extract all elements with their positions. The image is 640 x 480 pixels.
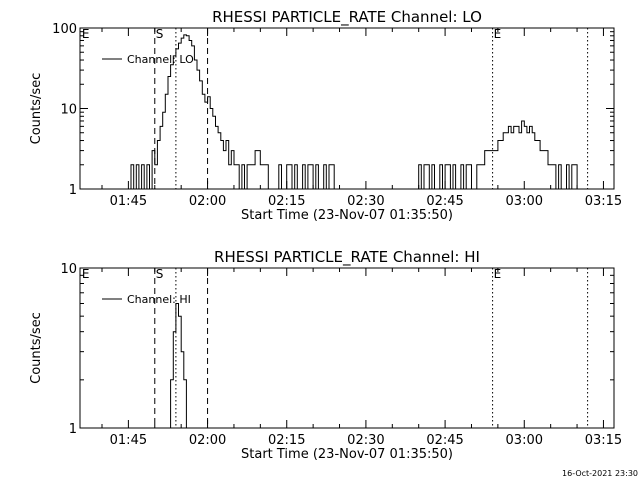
event-marker-label: E [82, 27, 90, 41]
event-marker-label: E [82, 267, 90, 281]
x-tick-label: 02:00 [189, 194, 226, 209]
x-tick-label: 02:30 [347, 194, 384, 209]
y-tick-label: 100 [52, 22, 77, 37]
event-marker-label: E [494, 267, 502, 281]
x-tick-label: 03:00 [506, 194, 543, 209]
x-axis-label: Start Time (23-Nov-07 01:35:50) [241, 208, 453, 223]
x-tick-label: 01:45 [110, 194, 147, 209]
x-tick-label: 01:45 [110, 433, 147, 448]
legend-label: Channel: LO [127, 53, 194, 66]
y-axis-label: Counts/sec [29, 312, 44, 384]
x-axis-label: Start Time (23-Nov-07 01:35:50) [241, 447, 453, 462]
x-tick-label: 02:15 [268, 433, 305, 448]
x-tick-label: 02:30 [347, 433, 384, 448]
y-tick-label: 10 [60, 262, 77, 277]
x-tick-label: 03:00 [506, 433, 543, 448]
x-tick-label: 02:00 [189, 433, 226, 448]
x-tick-label: 03:15 [585, 433, 622, 448]
chart-title: RHESSI PARTICLE_RATE Channel: HI [214, 248, 480, 267]
plot-frame [79, 267, 615, 429]
y-tick-label: 1 [69, 183, 77, 198]
y-tick-label: 10 [60, 103, 77, 118]
series-line [128, 34, 580, 190]
panel-hi: RHESSI PARTICLE_RATE Channel: HI 01:45 02:… [29, 248, 622, 462]
footer-timestamp: 16-Oct-2021 23:30 [562, 469, 638, 478]
x-tick-label: 02:45 [426, 194, 463, 209]
y-axis-label: Counts/sec [29, 73, 44, 145]
x-tick-label: 02:15 [268, 194, 305, 209]
x-tick-label: 02:45 [426, 433, 463, 448]
series-line [168, 303, 189, 429]
legend-label: Channel: HI [127, 293, 191, 306]
event-marker-label: S [156, 27, 164, 41]
event-marker-label: E [494, 27, 502, 41]
x-tick-label: 03:15 [585, 194, 622, 209]
panel-lo: RHESSI PARTICLE_RATE Channel: LO 01:45 02:… [29, 8, 622, 223]
event-marker-label: S [156, 267, 164, 281]
y-tick-label: 1 [69, 422, 77, 437]
chart-title: RHESSI PARTICLE_RATE Channel: LO [212, 8, 482, 27]
